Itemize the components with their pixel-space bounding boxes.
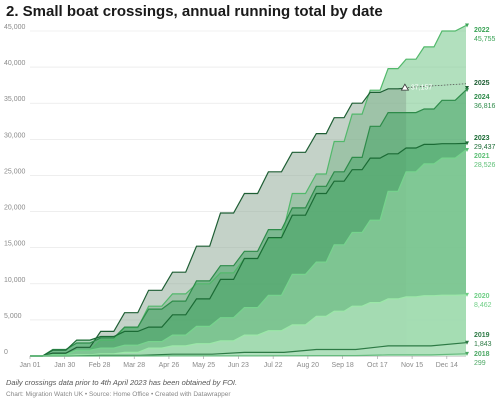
y-tick-label: 35,000 [4,96,26,103]
end-marker-2021 [465,147,469,152]
y-tick-label: 45,000 [4,24,26,31]
line-2020 [30,294,467,357]
area-2023 [30,143,466,356]
year-label-2021: 2021 [474,153,490,160]
x-tick-label: Mar 28 [123,362,145,369]
end-marker-2023 [465,141,469,146]
year-label-2022: 2022 [474,27,490,34]
chart-credit: Chart: Migration Watch UK • Source: Home… [6,391,231,398]
end-marker-2018 [465,351,469,356]
value-label-2018: 299 [474,360,486,367]
series-areas [30,25,466,356]
x-tick-label: May 25 [192,362,215,369]
value-label-2021: 28,526 [474,162,496,169]
end-marker-2024 [465,88,469,93]
end-marker-2019 [465,340,469,345]
annotation-label: 37,157 [411,85,433,92]
value-label-2020: 8,462 [474,302,492,309]
line-2025 [30,87,407,357]
x-tick-label: Jan 01 [19,362,40,369]
line-2021 [30,149,467,357]
annotation-marker [400,83,410,91]
chart-svg: 0 5,000 10,000 15,000 20,000 25,000 30,000 35,0… [4,23,496,369]
area-2020 [30,294,466,356]
y-tick-label: 15,000 [4,241,26,248]
area-2019 [30,342,466,356]
x-tick-label: Sep 18 [332,362,354,369]
area-2024 [30,90,466,356]
x-tick-label: Oct 17 [367,362,388,369]
line-2023 [30,142,467,357]
value-label-2022: 45,755 [474,36,496,43]
x-tick-label: Jan 30 [54,362,75,369]
y-axis-ticks: 0 5,000 10,000 15,000 20,000 25,000 30,000 35,0… [4,24,26,356]
year-label-2020: 2020 [474,293,490,300]
year-label-2025: 2025 [474,80,490,87]
y-tick-label: 25,000 [4,168,26,175]
y-tick-label: 10,000 [4,277,26,284]
y-tick-label: 40,000 [4,60,26,67]
end-marker-2022 [465,23,469,28]
x-tick-label: Apr 26 [159,362,180,369]
line-2018 [30,353,467,357]
end-marker-2025 [465,86,469,91]
line-2024 [30,89,467,357]
year-label-2023: 2023 [474,135,490,142]
annotation-group: 37,157 [400,83,467,92]
x-tick-label: Jun 23 [228,362,249,369]
value-label-2019: 1,843 [474,341,492,348]
y-tick-label: 20,000 [4,205,26,212]
x-tick-label: Dec 14 [436,362,458,369]
chart-note: Daily crossings data prior to 4th April … [6,378,238,387]
x-tick-label: Jul 22 [264,362,283,369]
x-tick-label: Nov 15 [401,362,423,369]
y-tick-label: 0 [4,349,8,356]
x-tick-label: Feb 28 [89,362,111,369]
year-label-2019: 2019 [474,332,490,339]
year-label-2018: 2018 [474,351,490,358]
area-2018 [30,353,466,356]
series-lines [30,24,467,357]
year-label-2024: 2024 [474,94,490,101]
y-tick-label: 30,000 [4,132,26,139]
area-2021 [30,150,466,356]
y-tick-label: 5,000 [4,313,22,320]
chart-title: 2. Small boat crossings, annual running … [6,3,383,20]
value-label-2023: 29,437 [474,144,496,151]
projection-line [404,83,467,89]
x-axis-ticks: Jan 01 Jan 30 Feb 28 Mar 28 Apr 26 May 25 Jun … [19,356,458,369]
value-label-2024: 36,816 [474,103,496,110]
end-labels: 2022 45,755 2025 2024 36,816 2023 29,437 2021 28… [465,23,496,367]
end-marker-2020 [465,292,469,297]
x-tick-label: Aug 20 [297,362,319,369]
